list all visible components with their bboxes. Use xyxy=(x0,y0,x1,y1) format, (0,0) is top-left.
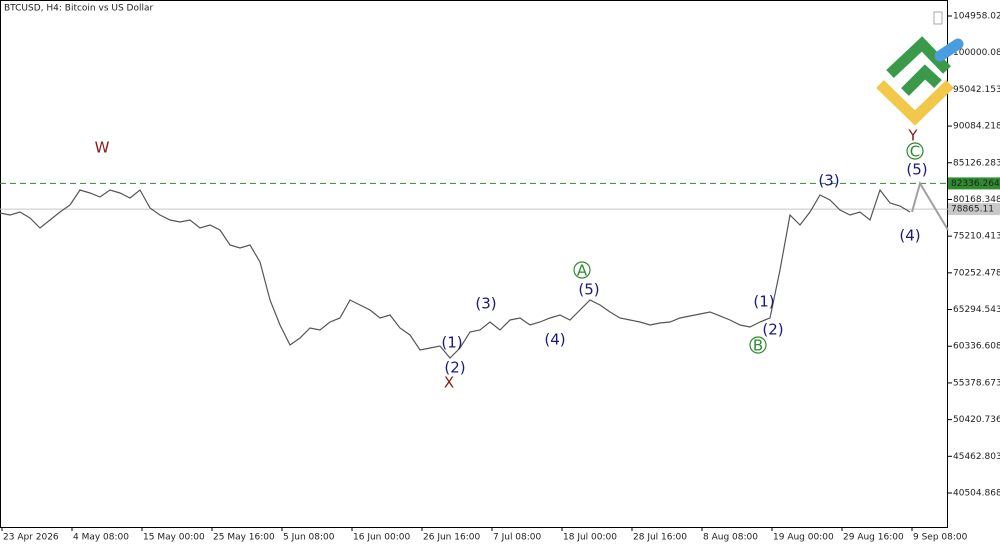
chart-title: BTCUSD, H4: Bitcoin vs US Dollar xyxy=(4,4,153,14)
logo-part xyxy=(876,80,954,126)
wave-label: A xyxy=(577,261,588,279)
wave-label: (3) xyxy=(475,294,496,312)
wave-label: (4) xyxy=(544,330,565,348)
scroll-icon[interactable] xyxy=(933,11,943,25)
price-label: 78865.11 xyxy=(951,205,994,215)
x-tick-label: 28 Jul 16:00 xyxy=(633,533,687,543)
wave-label: (2) xyxy=(762,320,783,338)
y-tick-label: 90084.218 xyxy=(953,122,1000,132)
wave-label: (5) xyxy=(906,160,927,178)
logo xyxy=(876,36,964,126)
x-tick-label: 26 Jun 16:00 xyxy=(423,533,480,543)
logo-part xyxy=(934,38,964,62)
y-tick-label: 50420.736 xyxy=(953,415,1000,425)
y-tick-label: 75210.413 xyxy=(953,232,1000,242)
x-tick-label: 5 Jun 08:00 xyxy=(283,533,335,543)
x-tick-label: 15 May 00:00 xyxy=(143,533,205,543)
y-tick-label: 45462.803 xyxy=(953,452,1000,462)
logo-part xyxy=(901,64,942,96)
wave-label: Y xyxy=(907,126,918,144)
price-label: 82336.264 xyxy=(951,179,1000,189)
wave-label: (1) xyxy=(441,333,462,351)
wave-label: B xyxy=(753,336,763,354)
x-tick-label: 25 May 16:00 xyxy=(213,533,275,543)
y-tick-label: 60336.608 xyxy=(953,342,1000,352)
wave-label: (5) xyxy=(578,280,599,298)
y-tick-label: 100000.088 xyxy=(953,48,1000,58)
wave-label: (3) xyxy=(818,171,839,189)
wave-label: (2) xyxy=(444,358,465,376)
wave-label: (4) xyxy=(899,227,920,245)
wave-circle xyxy=(749,336,767,354)
y-tick-label: 70252.478 xyxy=(953,268,1000,278)
x-tick-label: 16 Jun 00:00 xyxy=(353,533,410,543)
x-tick-label: 8 Aug 08:00 xyxy=(703,533,758,543)
y-tick-label: 65294.543 xyxy=(953,305,1000,315)
wave-circle xyxy=(573,261,591,279)
forecast-line xyxy=(911,180,949,231)
y-tick-label: 104958.023 xyxy=(953,12,1000,22)
x-tick-label: 18 Jul 00:00 xyxy=(563,533,617,543)
x-tick-label: 19 Aug 00:00 xyxy=(773,533,834,543)
price-label-box xyxy=(948,203,1000,216)
y-tick-label: 95042.153 xyxy=(953,85,1000,95)
x-tick-label: 23 Apr 2026 xyxy=(3,533,59,543)
y-tick-label: 85126.283 xyxy=(953,158,1000,168)
wave-circle xyxy=(906,142,924,160)
x-tick-label: 4 May 08:00 xyxy=(73,533,129,543)
wave-label: W xyxy=(95,138,110,156)
price-label-box xyxy=(948,177,1000,190)
x-tick-label: 7 Jul 08:00 xyxy=(493,533,542,543)
y-tick-label: 80168.348 xyxy=(953,195,1000,205)
price-line xyxy=(0,188,911,359)
y-tick-label: 40504.868 xyxy=(953,488,1000,498)
y-tick-label: 55378.673 xyxy=(953,378,1000,388)
wave-label: C xyxy=(910,142,920,160)
wave-label: (1) xyxy=(753,292,774,310)
x-tick-label: 29 Aug 16:00 xyxy=(843,533,904,543)
plot-frame xyxy=(0,0,948,528)
x-tick-label: 9 Sep 08:00 xyxy=(913,533,968,543)
wave-label: X xyxy=(444,373,454,391)
